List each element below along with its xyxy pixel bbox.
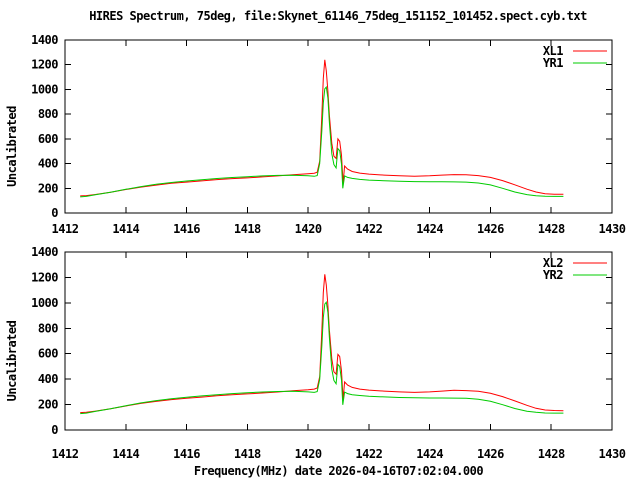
x-tick-label: 1424: [416, 447, 443, 461]
x-tick-label: 1418: [234, 222, 261, 236]
legend-label-YR1: YR1: [543, 56, 563, 70]
y-tick-label: 800: [38, 321, 58, 335]
y-tick-label: 0: [51, 206, 58, 220]
y-tick-label: 600: [38, 347, 58, 361]
x-tick-label: 1414: [112, 222, 139, 236]
y-tick-label: 1000: [31, 296, 58, 310]
y-tick-label: 1400: [31, 245, 58, 259]
y-axis-title: Uncalibrated: [5, 106, 19, 187]
x-tick-label: 1430: [599, 222, 626, 236]
plot-frame: [64, 251, 613, 431]
legend-label-XL1: XL1: [543, 44, 563, 58]
series-XL2: [80, 274, 564, 414]
x-tick-label: 1430: [599, 447, 626, 461]
x-axis-title: Frequency(MHz) date 2026-04-16T07:02:04.…: [194, 464, 483, 478]
x-tick-label: 1428: [538, 447, 565, 461]
y-tick-label: 0: [51, 423, 58, 437]
x-tick-label: 1428: [538, 222, 565, 236]
y-tick-label: 400: [38, 372, 58, 386]
bottom-spectrum-plot: 1412 1414 1416 1418 1420 1422 1424 1426 1428 1430…: [5, 245, 626, 478]
plot-frame: [64, 39, 613, 214]
x-tick-label: 1414: [112, 447, 139, 461]
x-tick-label: 1424: [416, 222, 443, 236]
x-tick-label: 1416: [173, 447, 200, 461]
x-tick-label: 1412: [52, 447, 79, 461]
y-tick-label: 200: [38, 398, 58, 412]
legend-label-YR2: YR2: [543, 268, 563, 282]
series-YR1: [80, 85, 564, 198]
series-YR2: [80, 300, 564, 415]
x-tick-label: 1426: [477, 222, 504, 236]
y-tick-label: 800: [38, 107, 58, 121]
y-tick-label: 1200: [31, 58, 58, 72]
y-axis-title: Uncalibrated: [5, 320, 19, 401]
y-tick-label: 400: [38, 157, 58, 171]
y-tick-label: 200: [38, 181, 58, 195]
x-tick-label: 1416: [173, 222, 200, 236]
x-tick-label: 1420: [295, 447, 322, 461]
legend-label-XL2: XL2: [543, 256, 563, 270]
top-spectrum-plot: 1412 1414 1416 1418 1420 1422 1424 1426 1428 1430…: [5, 33, 626, 236]
x-tick-label: 1420: [295, 222, 322, 236]
x-tick-label: 1412: [52, 222, 79, 236]
chart-title: HIRES Spectrum, 75deg, file:Skynet_61146…: [89, 9, 587, 23]
y-tick-label: 600: [38, 132, 58, 146]
series-XL1: [80, 59, 564, 197]
y-tick-label: 1400: [31, 33, 58, 47]
x-tick-label: 1422: [355, 222, 382, 236]
x-tick-label: 1418: [234, 447, 261, 461]
x-tick-label: 1426: [477, 447, 504, 461]
y-tick-label: 1200: [31, 270, 58, 284]
x-tick-label: 1422: [355, 447, 382, 461]
y-tick-label: 1000: [31, 82, 58, 96]
